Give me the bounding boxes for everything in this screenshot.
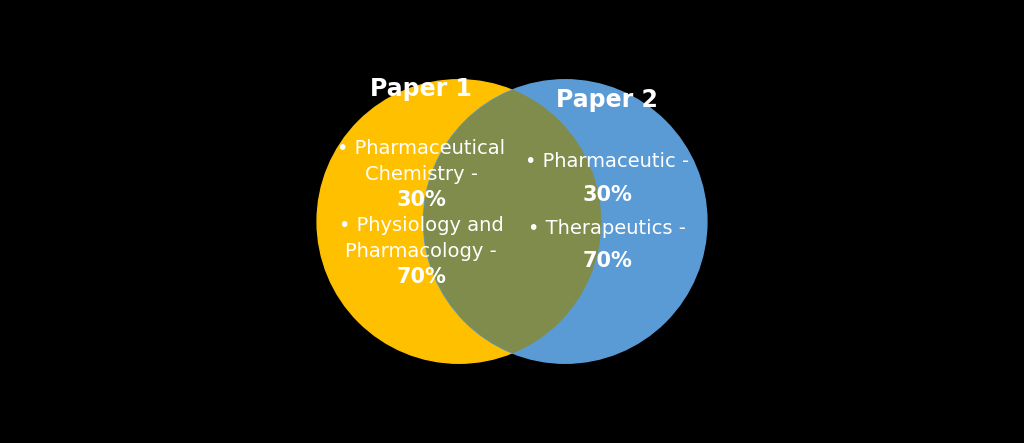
Text: • Pharmaceutic -: • Pharmaceutic -: [525, 152, 689, 171]
Circle shape: [317, 80, 601, 363]
Text: 30%: 30%: [396, 190, 446, 210]
Circle shape: [423, 80, 707, 363]
Text: • Physiology and: • Physiology and: [339, 216, 504, 235]
Circle shape: [317, 80, 601, 363]
Text: • Therapeutics -: • Therapeutics -: [528, 219, 686, 237]
Text: Pharmacology -: Pharmacology -: [345, 242, 497, 260]
Text: • Pharmaceutical: • Pharmaceutical: [337, 139, 505, 158]
Text: 30%: 30%: [583, 185, 632, 205]
Text: Chemistry -: Chemistry -: [365, 165, 477, 183]
Text: Paper 2: Paper 2: [556, 88, 658, 112]
Text: Paper 1: Paper 1: [371, 77, 472, 101]
Text: 70%: 70%: [396, 267, 446, 287]
Text: 70%: 70%: [583, 251, 632, 272]
